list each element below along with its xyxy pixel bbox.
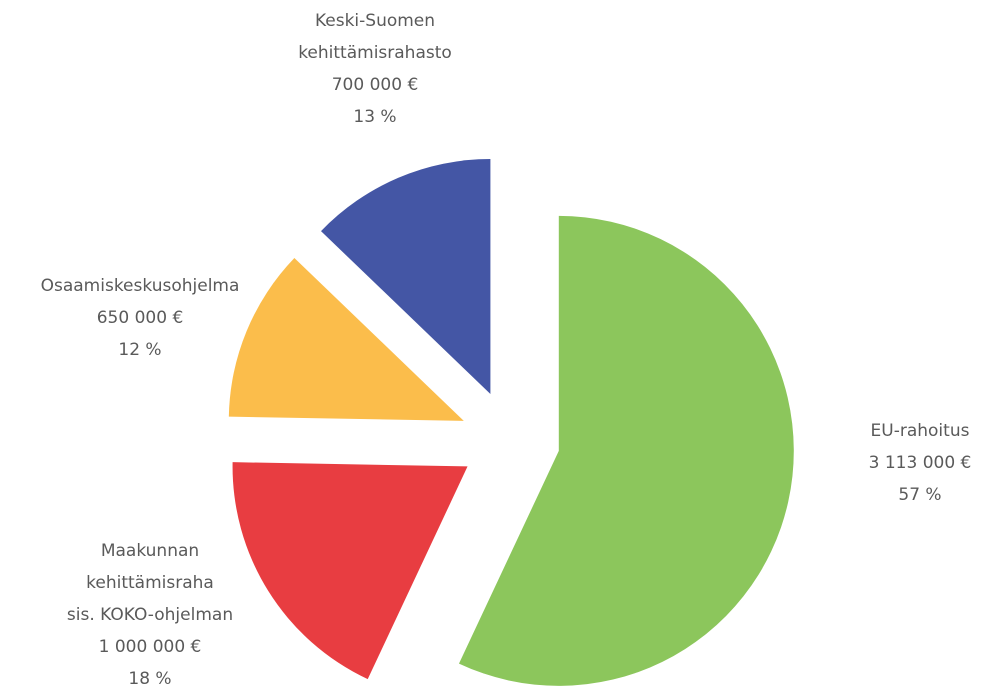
category-label: EU-rahoitus xyxy=(870,421,970,441)
pie-slice xyxy=(228,258,464,421)
value-label: 650 000 € xyxy=(96,308,184,328)
value-label: 700 000 € xyxy=(331,75,419,95)
slice-label: Osaamiskeskusohjelma 650 000 € 12 % xyxy=(0,270,280,366)
share-label: 13 % xyxy=(353,107,397,127)
value-label: 1 000 000 € xyxy=(98,637,202,657)
pie-slice xyxy=(458,215,794,686)
share-label: 12 % xyxy=(118,340,162,360)
slice-label: Maakunnan kehittämisraha sis. KOKO-ohjel… xyxy=(10,535,290,695)
category-label: Keski-Suomen kehittämisrahasto xyxy=(298,11,452,63)
share-label: 18 % xyxy=(128,669,172,689)
share-label: 57 % xyxy=(898,485,942,505)
value-label: 3 113 000 € xyxy=(868,453,972,473)
slice-label: EU-rahoitus 3 113 000 € 57 % xyxy=(780,415,1000,511)
category-label: Maakunnan kehittämisraha sis. KOKO-ohjel… xyxy=(66,541,234,625)
slice-label: Keski-Suomen kehittämisrahasto 700 000 € 1… xyxy=(235,5,515,133)
category-label: Osaamiskeskusohjelma xyxy=(40,276,240,296)
pie-slice xyxy=(232,462,468,680)
pie-slice xyxy=(321,158,491,394)
